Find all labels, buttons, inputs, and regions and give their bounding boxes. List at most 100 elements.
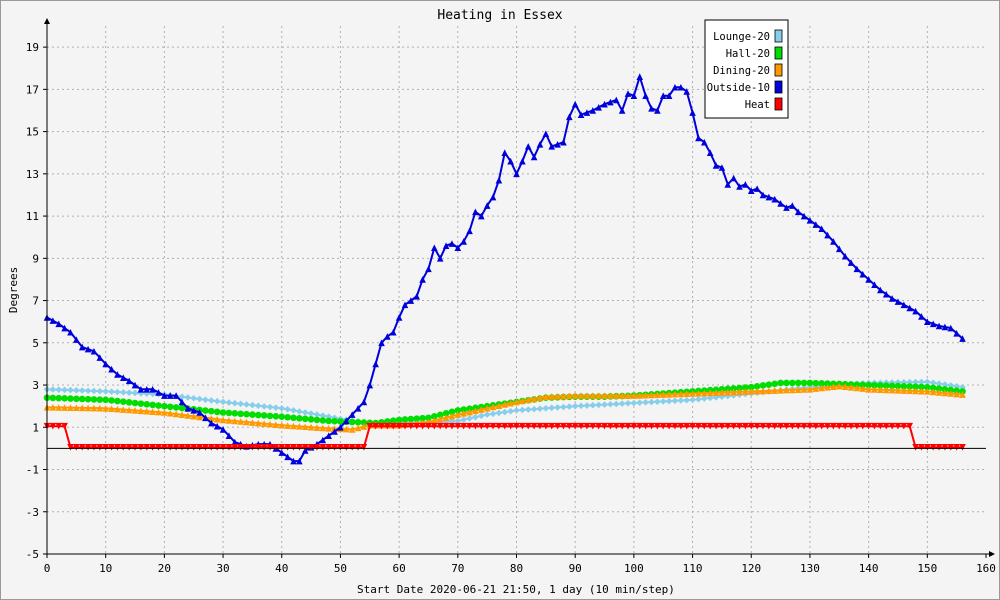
data-point [706,422,714,430]
data-point [618,392,626,399]
x-tick-label: 130 [800,562,820,575]
data-point [906,304,914,312]
data-point [131,407,139,414]
data-point [149,385,156,393]
data-point [806,379,814,387]
data-point [865,422,872,430]
data-point [237,410,244,418]
data-point [372,422,379,430]
data-point [425,414,432,422]
data-point [659,92,667,99]
data-point [466,422,473,430]
data-point [894,422,902,430]
data-point [671,83,679,91]
data-point [941,381,949,388]
x-tick-label: 110 [683,562,703,575]
data-point [284,453,291,461]
data-point [777,387,784,394]
data-point [530,395,538,403]
data-point [172,404,180,411]
data-point [413,415,421,422]
data-point [202,396,209,404]
data-point [296,408,303,415]
data-point [67,395,74,402]
chart-title: Heating in Essex [437,8,562,23]
data-point [67,404,74,411]
data-point [313,444,321,451]
data-point [407,297,415,304]
data-point [401,416,409,423]
data-point [648,398,655,406]
data-point [847,259,855,266]
data-point [137,385,145,393]
data-point [472,407,479,415]
data-point [542,393,550,400]
data-point [307,444,315,451]
data-point [231,438,239,446]
data-point [853,265,861,273]
data-point [489,193,497,201]
data-point [953,387,960,394]
data-point [319,417,327,424]
data-point [706,149,714,157]
data-point [49,317,57,324]
data-point [618,107,626,114]
data-point [225,417,233,424]
data-point [947,390,955,397]
data-point [213,397,221,405]
data-point [184,404,192,412]
data-point [161,444,168,451]
y-tick-label: 19 [26,41,39,54]
data-point [208,415,215,422]
grid-lines [47,26,986,554]
data-point [102,396,109,404]
data-point [724,181,732,188]
data-point [654,107,661,114]
data-point [489,422,497,430]
data-point [354,418,362,426]
data-point [90,387,98,395]
data-point [706,389,714,397]
data-point [612,400,620,408]
data-point [260,420,268,427]
data-point [84,387,92,395]
data-point [96,404,104,412]
data-point [759,422,767,430]
data-point [554,404,561,411]
data-point [495,176,503,184]
data-point [724,385,732,393]
data-point [794,386,802,393]
data-point [149,408,156,415]
data-point [237,400,244,408]
data-point [671,422,679,430]
data-point [448,240,456,247]
data-point [108,405,115,412]
data-point [225,432,233,440]
data-point [178,404,186,412]
data-point [208,419,215,427]
data-point [114,388,121,396]
data-point [571,392,579,399]
legend-swatch [774,63,783,77]
data-point [595,401,602,409]
data-point [583,402,591,409]
data-point [924,444,931,451]
data-point [648,105,655,112]
data-point [742,388,749,395]
data-point [155,389,162,396]
data-point [560,138,567,146]
data-point [460,422,467,430]
data-point [577,422,585,430]
data-point [266,420,274,428]
data-point [800,422,808,430]
data-point [894,382,902,390]
data-point [137,444,145,451]
data-point [84,404,92,412]
y-tick-label: 7 [32,295,39,308]
data-point [73,395,80,403]
data-point [96,354,104,361]
data-point [566,392,573,400]
data-point [90,404,98,412]
data-point [284,413,291,421]
data-point [882,422,890,430]
